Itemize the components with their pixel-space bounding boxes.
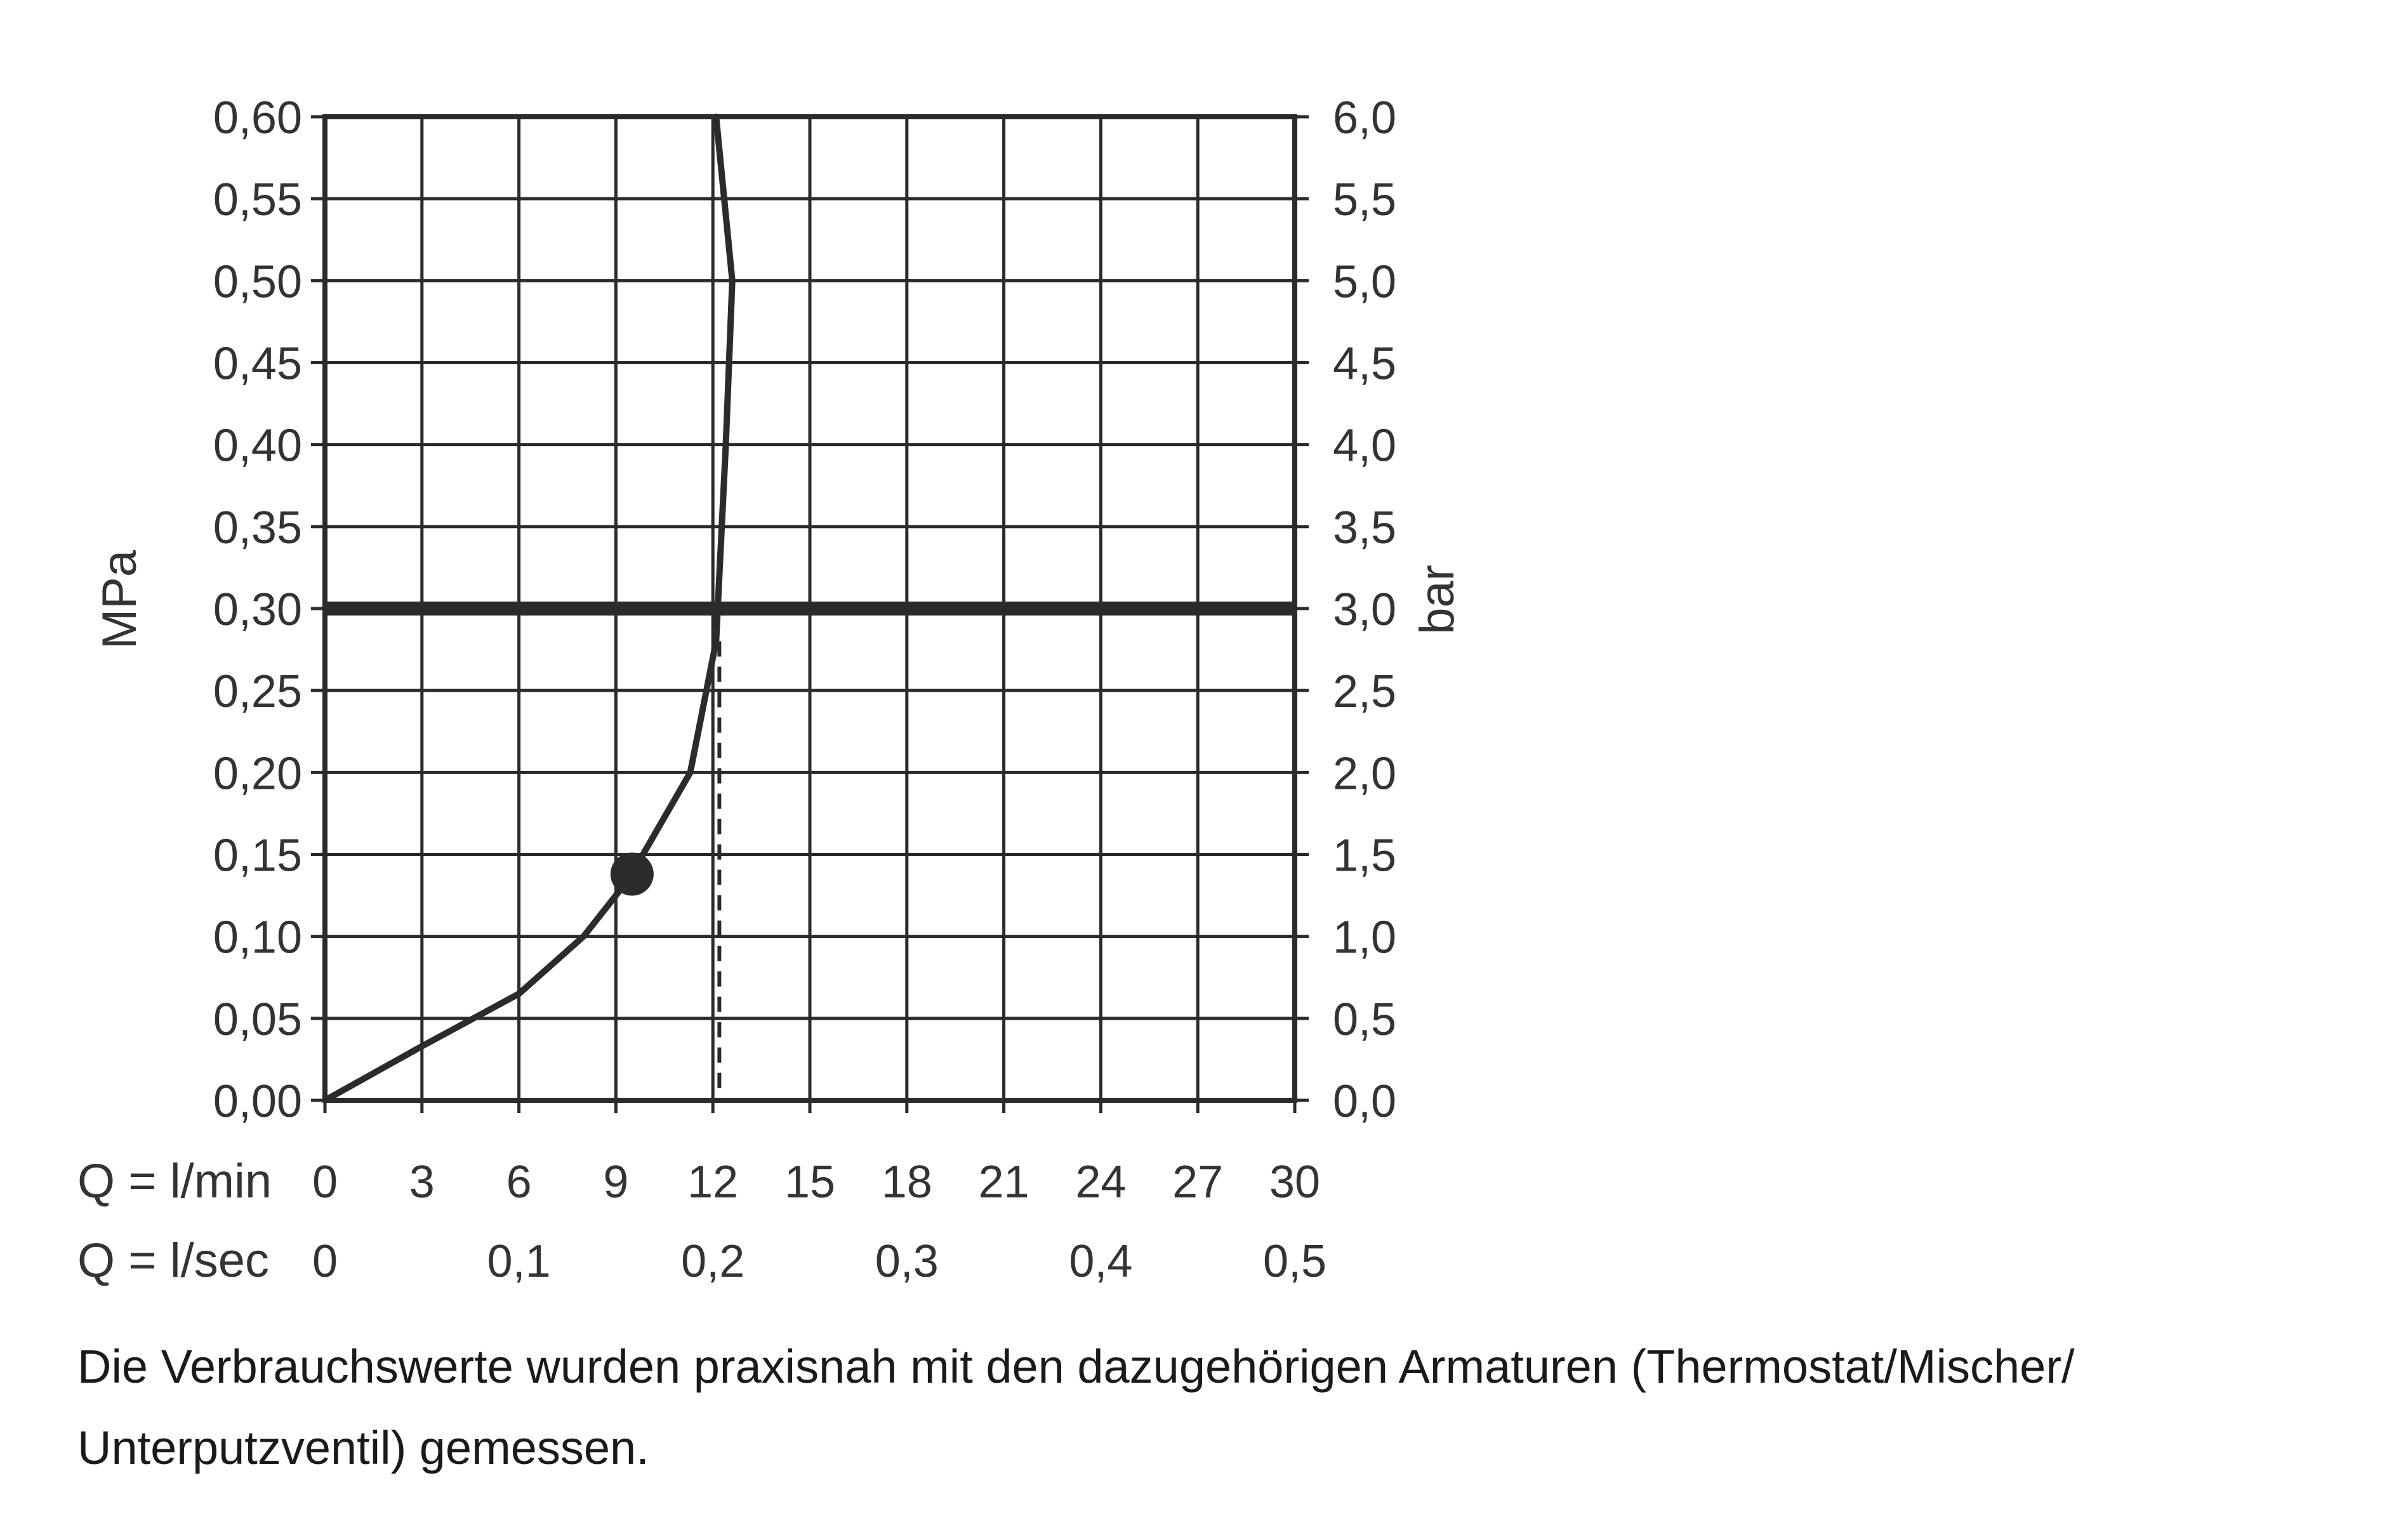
y-tick-label-right: 4,0 <box>1333 421 1396 471</box>
y-tick-label-left: 0,00 <box>213 1076 302 1127</box>
y-axis-left-label: MPa <box>93 550 147 649</box>
flow-curve <box>322 114 736 1103</box>
y-tick-label-left: 0,15 <box>213 831 302 881</box>
series <box>322 114 1295 1103</box>
x-tick-label-lsec: 0,2 <box>681 1236 744 1287</box>
y-tick-label-right: 2,5 <box>1333 666 1396 717</box>
y-tick-label-left: 0,40 <box>213 421 302 471</box>
x-tick-label-lmin: 15 <box>784 1157 835 1208</box>
y-axis-right-label: bar <box>1410 565 1464 635</box>
x-tick-label-lmin: 18 <box>882 1157 932 1208</box>
x-axis-lmin-label: Q = l/min <box>77 1154 272 1208</box>
caption-line-2: Unterputzventil) gemessen. <box>77 1421 649 1474</box>
x-tick-label-lmin: 21 <box>979 1157 1029 1208</box>
caption: Die Verbrauchswerte wurden praxisnah mit… <box>77 1326 2362 1489</box>
x-tick-label-lmin: 6 <box>506 1157 532 1208</box>
x-tick-label-lsec: 0,4 <box>1069 1236 1132 1287</box>
y-tick-label-right: 4,5 <box>1333 339 1396 390</box>
x-tick-label-lmin: 9 <box>603 1157 628 1208</box>
x-tick-label-lsec: 0,3 <box>875 1236 939 1287</box>
y-tick-label-left: 0,35 <box>213 503 302 553</box>
y-tick-label-left: 0,60 <box>213 93 302 143</box>
y-tick-label-right: 3,0 <box>1333 584 1396 635</box>
y-tick-label-right: 5,5 <box>1333 175 1396 225</box>
labels: MPa bar Q = l/min Q = l/sec 0,00 0,0 0,05 0… <box>77 93 1464 1288</box>
x-tick-label-lsec: 0,1 <box>487 1236 551 1287</box>
x-tick-label-lmin: 27 <box>1172 1157 1223 1208</box>
y-tick-label-left: 0,05 <box>213 994 302 1045</box>
y-tick-label-left: 0,20 <box>213 748 302 799</box>
x-tick-label-lmin: 30 <box>1269 1157 1320 1208</box>
y-tick-label-right: 0,5 <box>1333 994 1396 1045</box>
y-tick-label-left: 0,45 <box>213 339 302 390</box>
y-tick-label-left: 0,30 <box>213 584 302 635</box>
y-tick-label-right: 3,5 <box>1333 503 1396 553</box>
y-tick-label-left: 0,25 <box>213 666 302 717</box>
x-tick-label-lsec: 0 <box>312 1236 338 1287</box>
x-axis-lsec-label: Q = l/sec <box>77 1234 269 1288</box>
x-tick-label-lmin: 24 <box>1075 1157 1126 1208</box>
x-tick-label-lsec: 0,5 <box>1263 1236 1326 1287</box>
y-tick-label-left: 0,50 <box>213 256 302 307</box>
operating-point-marker <box>610 852 654 896</box>
y-tick-label-right: 1,5 <box>1333 831 1396 881</box>
y-tick-label-right: 1,0 <box>1333 912 1396 963</box>
caption-line-1: Die Verbrauchswerte wurden praxisnah mit… <box>77 1340 2075 1393</box>
y-tick-label-right: 5,0 <box>1333 256 1396 307</box>
y-tick-label-left: 0,10 <box>213 912 302 963</box>
x-tick-label-lmin: 0 <box>312 1157 338 1208</box>
x-tick-label-lmin: 12 <box>687 1157 738 1208</box>
y-tick-label-right: 2,0 <box>1333 748 1396 799</box>
y-tick-label-right: 0,0 <box>1333 1076 1396 1127</box>
x-tick-label-lmin: 3 <box>409 1157 435 1208</box>
y-tick-label-right: 6,0 <box>1333 93 1396 143</box>
y-tick-label-left: 0,55 <box>213 175 302 225</box>
